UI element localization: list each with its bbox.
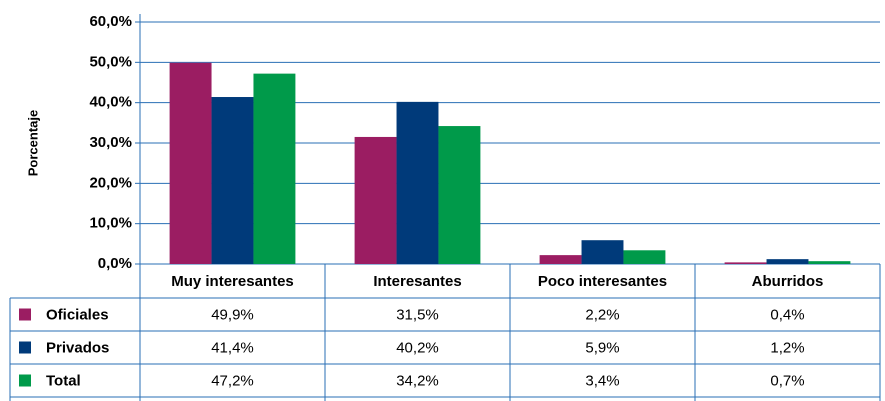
table-cell: 1,2% [770, 339, 804, 356]
legend-label: Privados [46, 339, 109, 356]
legend-swatch [19, 341, 31, 354]
category-label: Poco interesantes [538, 273, 667, 290]
table-cell: 40,2% [396, 339, 439, 356]
table-cell: 2,2% [585, 306, 619, 323]
bar [808, 261, 851, 264]
category-label: Muy interesantes [171, 273, 294, 290]
bar [581, 240, 624, 264]
table-cell: 5,9% [585, 339, 619, 356]
bar [253, 73, 296, 264]
category-label: Aburridos [752, 273, 824, 290]
y-tick-label: 50,0% [89, 53, 132, 70]
y-tick-label: 60,0% [89, 13, 132, 30]
y-axis-title: Porcentaje [25, 110, 40, 176]
bar [539, 255, 582, 264]
bar [169, 62, 212, 265]
table-cell: 47,2% [211, 372, 254, 389]
y-tick-label: 20,0% [89, 174, 132, 191]
table-cell: 49,9% [211, 306, 254, 323]
legend-label: Total [46, 372, 81, 389]
bar [211, 97, 254, 265]
table-cell: 34,2% [396, 372, 439, 389]
table-cell: 0,4% [770, 306, 804, 323]
table-cell: 41,4% [211, 339, 254, 356]
bar [623, 250, 666, 264]
legend-swatch [19, 374, 31, 387]
bar [724, 262, 767, 264]
bar [438, 126, 481, 264]
legend-label: Oficiales [46, 306, 109, 323]
table-cell: 3,4% [585, 372, 619, 389]
y-tick-label: 10,0% [89, 215, 132, 232]
y-tick-label: 0,0% [98, 255, 132, 272]
y-tick-label: 30,0% [89, 134, 132, 151]
bar [396, 101, 439, 264]
bar [354, 136, 397, 264]
category-label: Interesantes [373, 273, 461, 290]
table-cell: 0,7% [770, 372, 804, 389]
y-tick-label: 40,0% [89, 94, 132, 111]
table-cell: 31,5% [396, 306, 439, 323]
bar [766, 259, 809, 264]
legend-swatch [19, 308, 31, 321]
